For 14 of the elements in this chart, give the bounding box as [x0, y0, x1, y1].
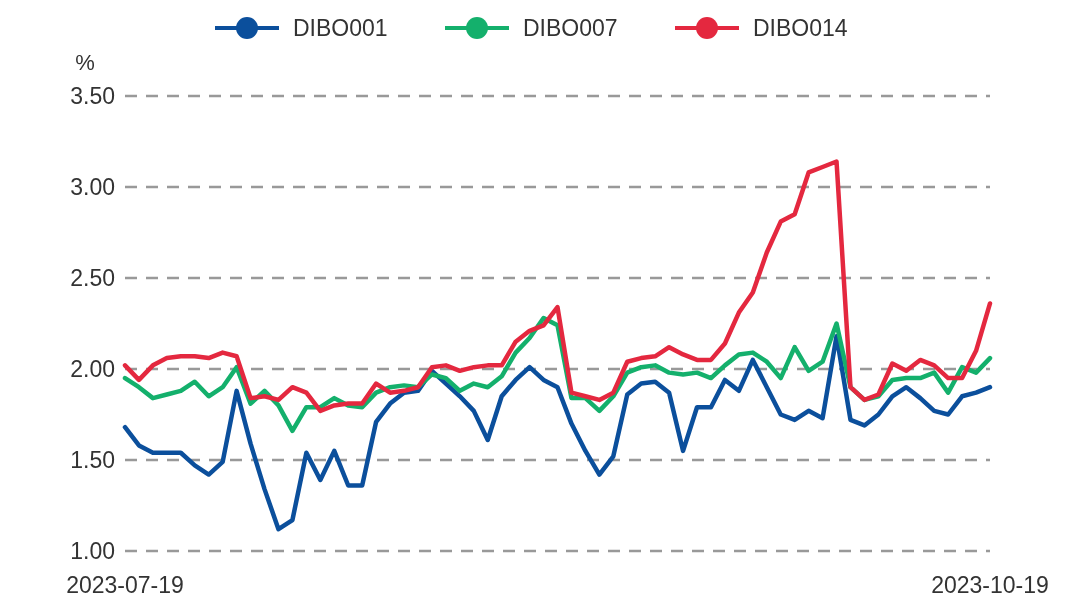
y-axis-title: % — [75, 50, 95, 75]
y-tick-label: 1.50 — [70, 447, 115, 473]
y-tick-label: 2.50 — [70, 265, 115, 291]
legend-label: DIBO014 — [753, 15, 848, 41]
line-series — [122, 159, 993, 414]
y-tick-label: 1.00 — [70, 538, 115, 564]
line-series — [122, 333, 993, 532]
x-tick-label: 2023-07-19 — [66, 572, 184, 598]
legend-label: DIBO001 — [293, 15, 388, 41]
y-tick-label: 2.00 — [70, 356, 115, 382]
x-tick-label: 2023-10-19 — [931, 572, 1049, 598]
y-tick-label: 3.00 — [70, 174, 115, 200]
y-tick-label: 3.50 — [70, 83, 115, 109]
legend-label: DIBO007 — [523, 15, 618, 41]
